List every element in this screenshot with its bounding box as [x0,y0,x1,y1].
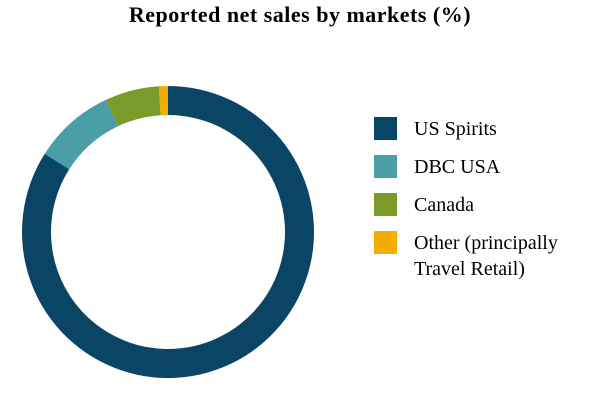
legend-label: DBC USA [414,156,501,178]
legend: US Spirits DBC USA Canada Other (principall… [374,116,600,294]
legend-label: Canada [414,194,474,216]
donut-slice [44,99,119,170]
legend-swatch [374,117,397,140]
legend-label: Other (principally Travel Retail) [414,232,558,280]
legend-item: Canada [374,192,600,218]
legend-item: DBC USA [374,154,600,180]
legend-item: Other (principally Travel Retail) [374,230,600,282]
donut-slice [105,86,161,127]
legend-label: US Spirits [414,118,497,140]
donut-slice [158,86,168,116]
legend-swatch [374,155,397,178]
legend-swatch [374,193,397,216]
chart-title: Reported net sales by markets (%) [128,2,472,27]
legend-item: US Spirits [374,116,600,142]
legend-swatch [374,231,397,254]
